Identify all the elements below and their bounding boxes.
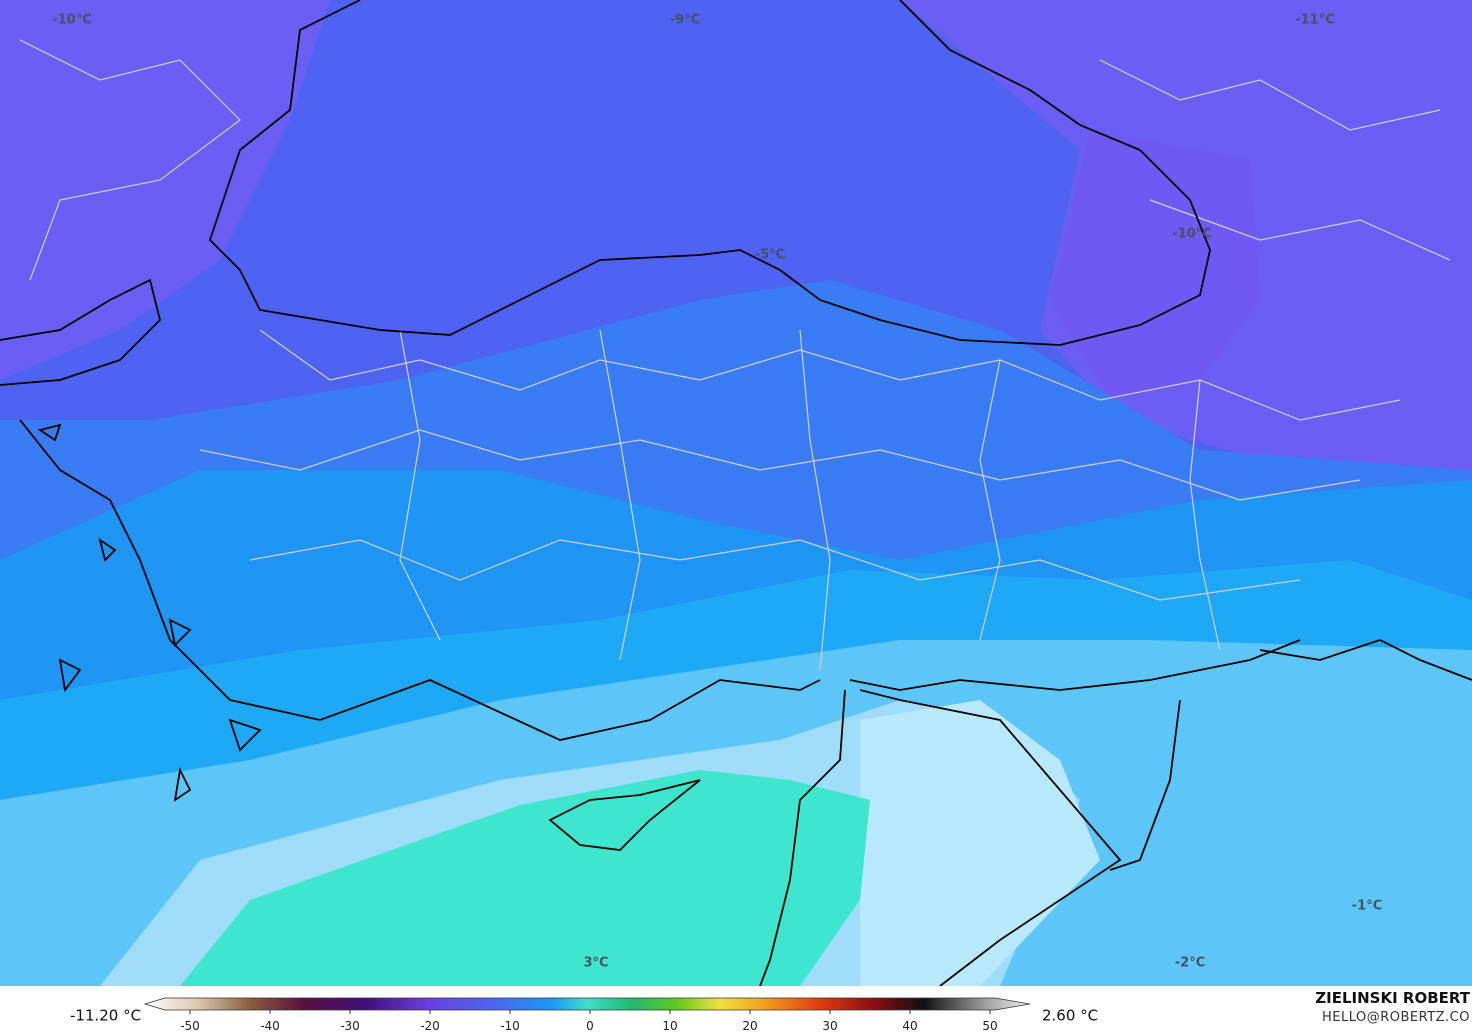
map-label: -1°C (1352, 899, 1382, 914)
map-label: -10°C (1172, 227, 1212, 242)
colorbar-tick-label: 50 (982, 1019, 997, 1033)
credit-email: HELLO@ROBERTZ.CO (1322, 1010, 1470, 1025)
coastlines (0, 0, 1472, 987)
map-labels: -10°C -9°C -11°C -5°C -10°C 3°C -1°C -2°C (52, 13, 1382, 971)
colorbar-tick-label: 10 (662, 1019, 677, 1033)
map-label: -10°C (52, 13, 92, 28)
map-label: -2°C (1175, 956, 1205, 971)
colorbar-bar (143, 997, 1031, 1011)
colorbar-tick-label: 40 (902, 1019, 917, 1033)
colorbar: -11.20 °C 2.60 °C -50 -40 -30 -20 -10 0 10 20 30… (70, 997, 1098, 1033)
credit-name: ZIELINSKI ROBERT (1315, 989, 1470, 1007)
colorbar-tick-label: 0 (586, 1019, 594, 1033)
colorbar-tick-label: -20 (420, 1019, 440, 1033)
colorbar-tick-label: -10 (500, 1019, 520, 1033)
colorbar-tick-label: -40 (260, 1019, 280, 1033)
map-label: -9°C (670, 13, 700, 28)
temperature-field (0, 0, 1472, 986)
colorbar-max: 2.60 °C (1042, 1007, 1098, 1025)
footer-bg (0, 986, 1472, 1035)
colorbar-tick-label: -50 (180, 1019, 200, 1033)
map-label: -11°C (1295, 13, 1335, 28)
map-label: 3°C (583, 956, 608, 971)
borders (19, 39, 1451, 671)
colorbar-tick-label: 20 (742, 1019, 757, 1033)
colorbar-tick-label: 30 (822, 1019, 837, 1033)
colorbar-tick-label: -30 (340, 1019, 360, 1033)
colorbar-min: -11.20 °C (70, 1007, 141, 1025)
map-label: -5°C (755, 248, 785, 263)
